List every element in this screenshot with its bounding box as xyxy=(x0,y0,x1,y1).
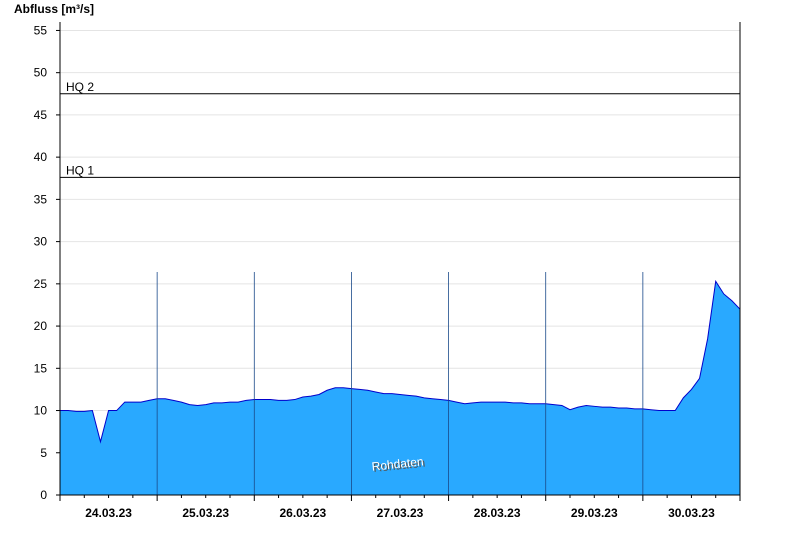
x-tick-label: 30.03.23 xyxy=(668,506,715,520)
x-tick-label: 29.03.23 xyxy=(571,506,618,520)
line xyxy=(60,279,741,444)
y-tick-label: 25 xyxy=(34,277,48,291)
y-tick-label: 0 xyxy=(40,488,47,502)
y-tick-label: 10 xyxy=(34,404,48,418)
y-axis-label: Abfluss [m³/s] xyxy=(14,2,94,16)
y-tick-label: 50 xyxy=(34,66,48,80)
y-tick-label: 5 xyxy=(40,446,47,460)
x-tick-label: 27.03.23 xyxy=(377,506,424,520)
y-tick-label: 35 xyxy=(34,192,48,206)
watermark-shadow: Rohdaten xyxy=(373,456,426,475)
y-tick-label: 30 xyxy=(34,235,48,249)
area xyxy=(60,281,740,495)
y-tick-label: 20 xyxy=(34,319,48,333)
x-tick-label: 25.03.23 xyxy=(182,506,229,520)
y-tick-label: 45 xyxy=(34,108,48,122)
y-tick-label: 55 xyxy=(34,23,48,37)
threshold-label: HQ 2 xyxy=(66,80,94,94)
x-tick-label: 28.03.23 xyxy=(474,506,521,520)
x-tick-label: 24.03.23 xyxy=(85,506,132,520)
y-tick-label: 15 xyxy=(34,361,48,375)
watermark: Rohdaten xyxy=(371,454,424,473)
y-tick-label: 40 xyxy=(34,150,48,164)
threshold-label: HQ 1 xyxy=(66,163,94,177)
x-tick-label: 26.03.23 xyxy=(279,506,326,520)
